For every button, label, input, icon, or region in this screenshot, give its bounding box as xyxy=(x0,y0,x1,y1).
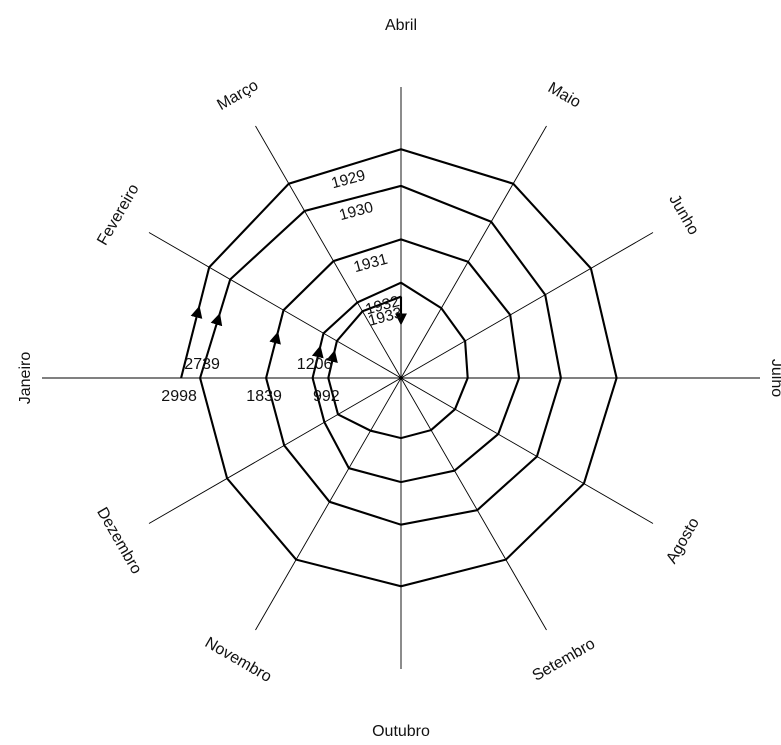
month-label-abril: Abril xyxy=(385,17,417,34)
value-label-1932: 1206 xyxy=(297,356,333,373)
spoke-agosto xyxy=(400,377,654,524)
spoke-dezembro xyxy=(148,377,402,524)
spoke-maio xyxy=(400,125,547,379)
spoke-setembro xyxy=(400,377,547,631)
ring-1929 xyxy=(180,148,618,588)
month-label-setembro: Setembro xyxy=(530,635,599,684)
month-label-outubro: Outubro xyxy=(372,723,430,740)
month-label-maio: Maio xyxy=(545,79,584,111)
month-label-novembro: Novembro xyxy=(202,634,275,686)
direction-arrows xyxy=(190,296,407,364)
spoke-novembro xyxy=(255,377,402,631)
month-label-junho: Junho xyxy=(665,192,702,238)
arrow-1930 xyxy=(210,313,223,327)
month-label-fevereiro: Fevereiro xyxy=(94,181,143,248)
value-label-1930: 2739 xyxy=(184,356,220,373)
spoke-junho xyxy=(400,232,654,379)
spoke-fevereiro xyxy=(148,232,402,379)
month-label-janeiro: Janeiro xyxy=(17,352,34,405)
spoke-marco xyxy=(255,125,402,379)
arrow-1932 xyxy=(311,345,324,359)
arrow-1929 xyxy=(190,305,203,321)
month-spokes xyxy=(42,87,760,669)
value-label-1931: 1839 xyxy=(246,388,282,405)
month-label-dezembro: Dezembro xyxy=(93,505,145,578)
year-label-1929: 1929 xyxy=(330,167,368,192)
year-rings xyxy=(180,148,618,588)
ring-1932 xyxy=(311,281,469,440)
value-label-1933: 992 xyxy=(313,388,340,405)
ring-1930 xyxy=(199,184,562,526)
month-label-julho: Julho xyxy=(768,359,781,397)
year-label-1930: 1930 xyxy=(337,199,375,224)
arrow-1931 xyxy=(269,331,281,345)
value-labels: 2998 2739 1839 1206 992 xyxy=(161,356,339,405)
month-label-agosto: Agosto xyxy=(663,515,703,567)
ring-1931 xyxy=(265,238,521,484)
year-label-1931: 1931 xyxy=(352,251,390,276)
arrow-1933 xyxy=(326,349,338,364)
value-label-1929: 2998 xyxy=(161,388,197,405)
month-label-marco: Março xyxy=(214,77,261,114)
